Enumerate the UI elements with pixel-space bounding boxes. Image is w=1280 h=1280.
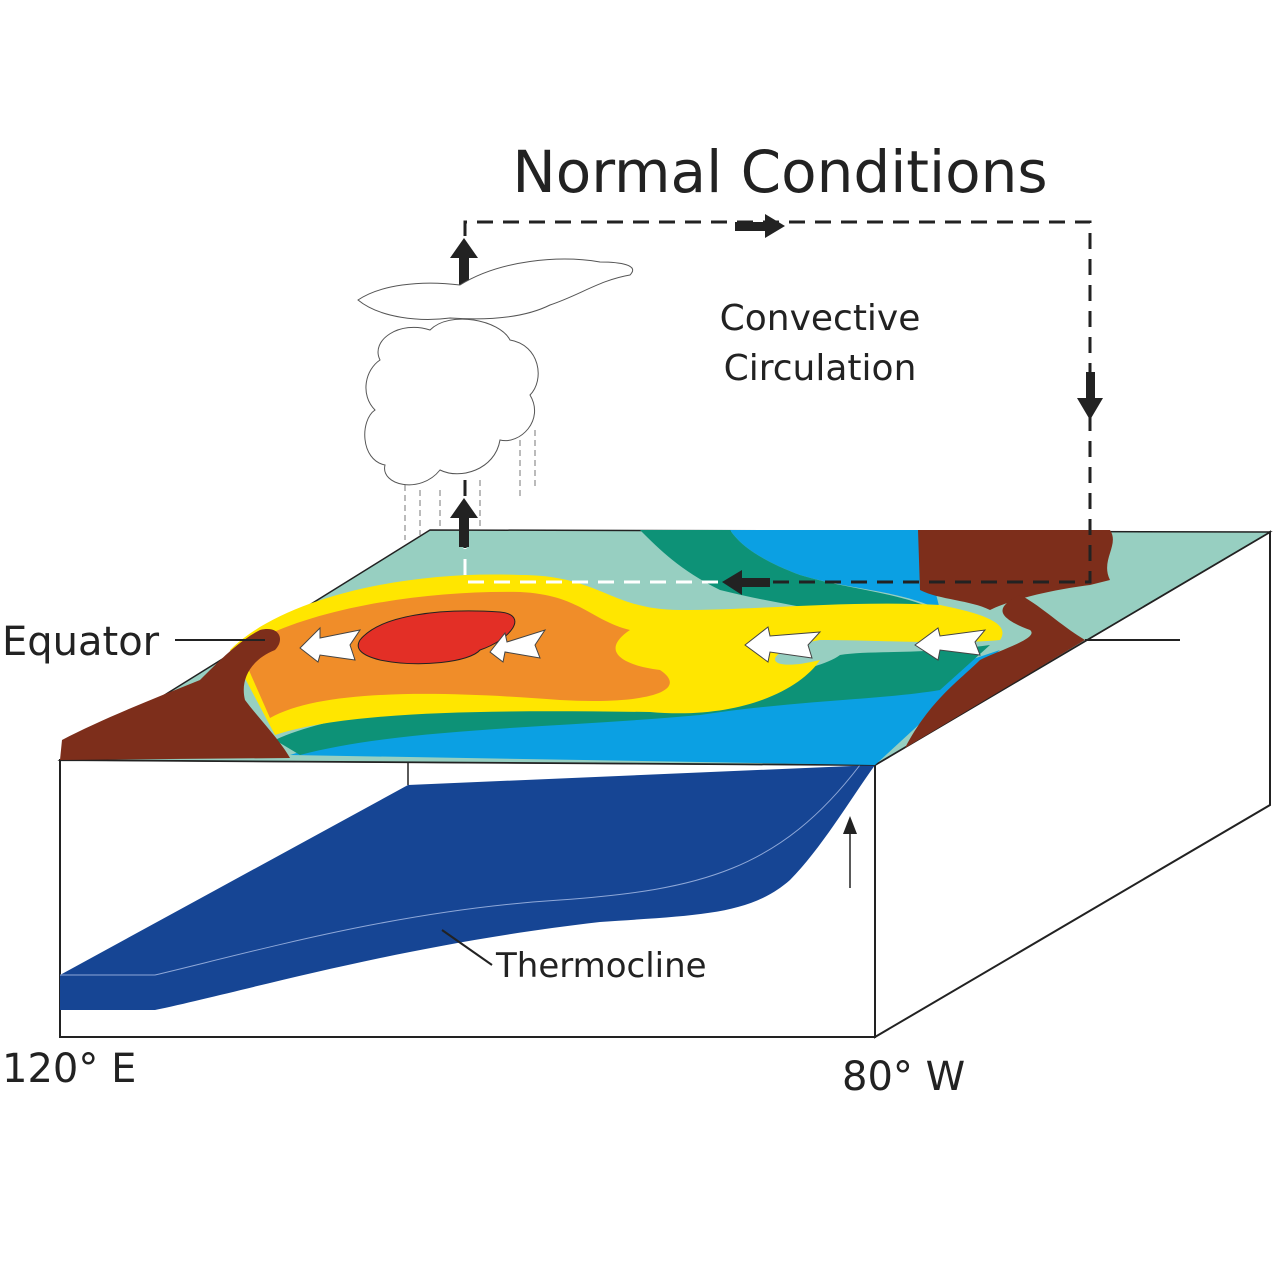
equator-label: Equator	[2, 619, 160, 665]
warm-blue	[730, 530, 940, 610]
cold-south-blue	[290, 650, 1000, 765]
thermocline-pointer	[441, 929, 493, 966]
cloud	[357, 258, 633, 486]
thermocline-label: Thermocline	[495, 946, 707, 986]
land-southeast	[905, 595, 1085, 748]
circulation-arrows	[450, 214, 1103, 595]
circulation-label: Circulation	[724, 348, 917, 389]
west-longitude: 120° E	[2, 1046, 136, 1092]
rain	[404, 430, 536, 540]
upwelling-arrowhead	[843, 816, 857, 834]
east-longitude: 80° W	[842, 1054, 965, 1100]
trade-winds	[299, 626, 987, 663]
circulation-loop-surface	[463, 548, 770, 584]
land-east	[918, 530, 1113, 610]
red-core	[357, 610, 516, 665]
thermocline-line	[60, 764, 861, 976]
land-west	[60, 629, 290, 760]
circulation-label: Convective	[720, 298, 921, 339]
title: Normal Conditions	[512, 138, 1047, 206]
